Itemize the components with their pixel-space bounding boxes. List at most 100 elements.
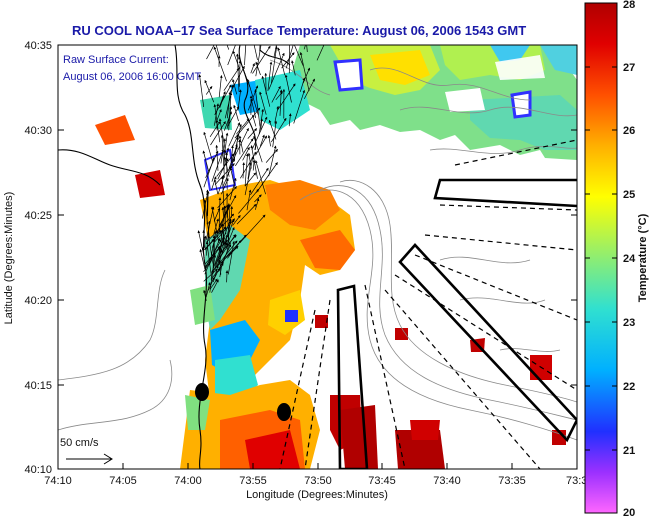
colorbar-tick: 26 — [623, 125, 635, 137]
y-tick-label: 40:20 — [24, 295, 52, 307]
y-tick-label: 40:25 — [24, 210, 52, 222]
current-vector — [217, 246, 222, 275]
x-tick-label: 73:40 — [433, 475, 461, 487]
current-vector — [216, 204, 230, 233]
current-vector — [259, 91, 267, 115]
bathymetry-contours — [58, 59, 577, 441]
current-vector — [279, 89, 283, 116]
y-tick-label: 40:15 — [24, 380, 52, 392]
current-vector — [238, 135, 244, 153]
current-vector — [238, 56, 251, 87]
current-annotation-line1: Raw Surface Current: — [63, 54, 169, 66]
current-vector — [218, 218, 232, 251]
current-vector — [252, 45, 271, 74]
current-vector — [232, 78, 238, 95]
current-vector — [236, 203, 257, 225]
current-vector — [256, 162, 278, 193]
x-tick-label: 74:10 — [44, 475, 72, 487]
current-vector — [259, 134, 265, 147]
current-vector — [219, 242, 228, 259]
current-vector — [277, 47, 286, 76]
shipping-lanes — [336, 178, 577, 469]
current-vector — [254, 198, 260, 210]
current-vector — [231, 127, 249, 163]
colorbar-tick: 21 — [623, 445, 635, 457]
current-vector — [247, 161, 252, 180]
surface-current-vectors — [197, 45, 326, 301]
current-vector — [272, 120, 278, 148]
current-vector — [198, 74, 205, 108]
figure-title: RU COOL NOAA–17 Sea Surface Temperature:… — [72, 23, 526, 38]
current-vector — [244, 156, 254, 196]
current-vector — [201, 192, 209, 219]
current-vector — [219, 95, 225, 109]
colorbar-gradient — [584, 2, 618, 514]
y-axis: 40:35 40:30 40:25 40:20 40:15 40:10 Lati… — [3, 40, 577, 476]
current-vector — [213, 218, 236, 243]
current-vector — [202, 229, 206, 251]
current-vector — [225, 152, 228, 190]
current-vector — [224, 84, 234, 119]
current-vector — [268, 52, 285, 90]
x-tick-label: 73:45 — [368, 475, 396, 487]
current-vector — [217, 205, 230, 235]
station-dot-2 — [277, 403, 291, 421]
current-vector — [226, 45, 230, 50]
current-vector — [219, 91, 226, 107]
current-annotation-line2: August 06, 2006 16:00 GMT — [63, 71, 201, 83]
current-vector — [206, 45, 215, 60]
current-vector — [221, 207, 225, 218]
current-vector — [204, 238, 215, 250]
current-vector — [284, 74, 292, 103]
current-vector — [254, 89, 261, 127]
x-tick-label: 74:00 — [174, 475, 202, 487]
current-vector — [259, 45, 261, 52]
current-vector — [212, 249, 223, 274]
scale-arrow-head — [103, 453, 113, 465]
current-vector — [226, 245, 239, 257]
current-vector — [217, 174, 225, 195]
current-vector — [221, 178, 229, 195]
colorbar-tick: 28 — [623, 0, 635, 11]
current-vector — [229, 177, 237, 201]
current-vector — [299, 51, 310, 92]
current-vector — [273, 45, 277, 58]
x-tick-label: 73:3 — [566, 475, 587, 487]
current-vector — [210, 121, 226, 146]
current-vector — [250, 98, 257, 119]
current-vector — [205, 206, 215, 240]
y-tick-label: 40:30 — [24, 125, 52, 137]
current-vector — [267, 134, 271, 147]
current-vector — [236, 53, 240, 92]
current-vector — [223, 205, 227, 235]
current-vector — [218, 75, 223, 98]
x-tick-label: 73:35 — [498, 475, 526, 487]
current-vector — [242, 162, 246, 179]
current-vector — [242, 146, 250, 161]
current-vector — [299, 77, 306, 92]
current-vector — [226, 91, 232, 119]
map-plot-area: Raw Surface Current: August 06, 2006 16:… — [58, 45, 577, 469]
radial-lines — [279, 139, 577, 469]
current-vector — [223, 156, 230, 177]
current-vector — [261, 75, 271, 107]
current-vector — [218, 262, 224, 273]
y-tick-label: 40:10 — [24, 464, 52, 476]
current-vector — [288, 113, 292, 127]
current-vector — [227, 45, 236, 66]
current-vector — [232, 215, 241, 226]
current-vector — [211, 279, 219, 293]
current-vector — [255, 61, 261, 76]
current-vector — [285, 45, 294, 69]
current-vector — [265, 149, 278, 163]
current-vector — [232, 50, 241, 71]
current-vector — [228, 122, 241, 147]
current-vector — [211, 176, 217, 191]
current-vector — [204, 226, 227, 251]
current-vector — [267, 61, 273, 92]
current-vector — [303, 78, 315, 100]
current-vector — [244, 45, 247, 66]
current-vector — [211, 206, 220, 243]
current-vector — [205, 282, 211, 298]
current-vector — [204, 246, 221, 265]
